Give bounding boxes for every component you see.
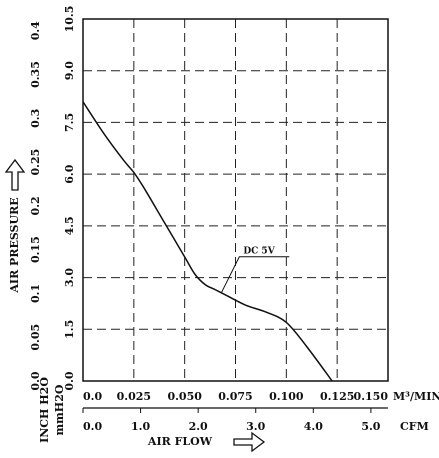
y-tick-label: 3.0 (63, 268, 76, 287)
x2-tick-label: 1.0 (131, 420, 150, 433)
y-tick-label: 10.5 (63, 6, 76, 33)
y-axis-title: AIR PRESSURE (8, 197, 21, 293)
y-tick-label: 7.5 (63, 113, 76, 132)
y-tick-label: 9.0 (63, 61, 76, 80)
x-tick-label: 0.0 (83, 390, 102, 403)
y2-tick-label: 0.2 (29, 196, 42, 215)
x-tick-label: 0.050 (167, 390, 202, 403)
x2-tick-label: 4.0 (304, 420, 323, 433)
x2-tick-label: 2.0 (189, 420, 208, 433)
y2-tick-label: 0.1 (29, 284, 42, 303)
x2-tick-label: 3.0 (246, 420, 265, 433)
x-unit: M³/MIN. (393, 390, 439, 403)
y2-tick-label: 0.3 (29, 109, 42, 128)
y2-unit: INCH H2O (38, 377, 51, 443)
y2-tick-label: 0.4 (29, 21, 42, 40)
x-tick-label: 0.125 (320, 390, 354, 403)
y2-tick-label: 0.15 (29, 236, 42, 263)
up-arrow (4, 158, 26, 191)
y-tick-label: 0.0 (63, 371, 76, 390)
y-tick-label: 1.5 (63, 320, 76, 339)
x-axis-title: AIR FLOW (147, 435, 213, 448)
right-arrow (233, 431, 266, 453)
y2-tick-label: 0.25 (29, 149, 42, 176)
series-label: DC 5V (243, 246, 275, 256)
y2-tick-label: 0.05 (29, 324, 42, 351)
y2-tick-label: 0.35 (29, 61, 42, 88)
y-tick-label: 6.0 (63, 164, 76, 183)
y2-tick-label: 0.0 (29, 371, 42, 390)
y-tick-label: 4.5 (63, 216, 76, 235)
x-tick-label: 0.150 (354, 390, 389, 403)
curve (82, 101, 333, 382)
leader-line (220, 256, 290, 294)
x2-tick-label: 5.0 (361, 420, 380, 433)
y-unit: mmH2O (53, 384, 66, 435)
plot-frame (82, 18, 389, 382)
x-tick-label: 0.100 (269, 390, 304, 403)
x2-unit: CFM (400, 420, 429, 433)
x-tick-label: 0.025 (117, 390, 151, 403)
x2-tick-label: 0.0 (83, 420, 102, 433)
x-tick-label: 0.075 (218, 390, 252, 403)
